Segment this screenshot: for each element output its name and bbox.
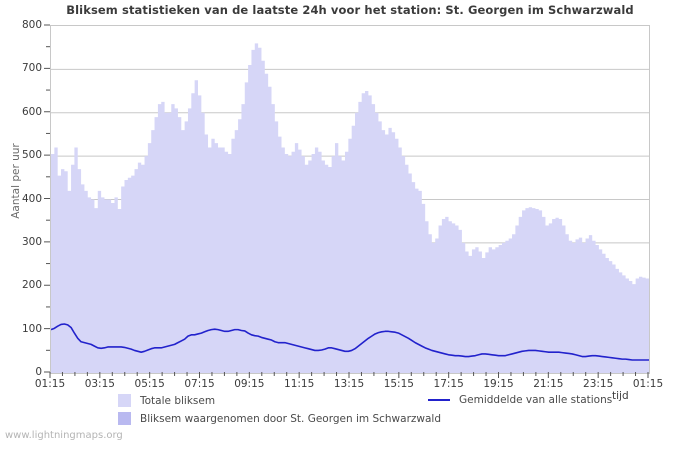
y-tick-label: 400 (21, 192, 42, 205)
legend-swatch-total-icon (118, 394, 131, 407)
x-tick-label: 19:15 (483, 378, 514, 390)
y-tick-label: 500 (21, 149, 42, 162)
legend-label-station: Bliksem waargenomen door St. Georgen im … (140, 412, 442, 425)
legend-swatch-station-icon (118, 412, 131, 425)
y-tick-label: 700 (21, 62, 42, 75)
x-tick-label: 11:15 (284, 378, 315, 390)
x-tick-label: 17:15 (433, 378, 464, 390)
y-tick-label: 200 (21, 279, 42, 292)
watermark: www.lightningmaps.org (5, 430, 123, 441)
x-tick-label: 23:15 (583, 378, 614, 390)
x-tick-label: 03:15 (84, 378, 115, 390)
x-tick-label: 07:15 (184, 378, 215, 390)
y-tick-label: 100 (21, 322, 42, 335)
x-axis-label: tijd (612, 390, 629, 402)
series-area-totale-bliksem (51, 43, 649, 373)
x-tick-label: 21:15 (533, 378, 564, 390)
x-tick-label: 01:15 (34, 378, 66, 390)
legend-item-average[interactable]: Gemiddelde van alle stations (428, 394, 612, 406)
x-tick-label: 09:15 (234, 378, 265, 390)
x-tick-label: 15:15 (383, 378, 414, 390)
x-tick-label: 13:15 (333, 378, 365, 390)
y-axis-label: Aantal per uur (10, 143, 22, 219)
y-tick-label: 0 (35, 366, 42, 378)
series-line-gemiddelde (51, 323, 649, 361)
legend-line-average-icon (428, 399, 450, 401)
chart-title: Bliksem statistieken van de laatste 24h … (66, 3, 634, 17)
legend-item-station[interactable]: Bliksem waargenomen door St. Georgen im … (118, 412, 441, 425)
y-tick-label: 300 (21, 235, 42, 248)
plot-svg (51, 43, 649, 373)
y-tick-label: 600 (21, 105, 42, 118)
legend-label-total: Totale bliksem (140, 394, 216, 407)
legend-item-total[interactable]: Totale bliksem (118, 394, 215, 407)
plot-area (50, 25, 650, 374)
y-tick-label: 800 (21, 19, 42, 31)
x-tick-label: 01:15 (632, 378, 664, 390)
x-tick-label: 05:15 (134, 378, 165, 390)
legend-label-average: Gemiddelde van alle stations (459, 394, 613, 406)
